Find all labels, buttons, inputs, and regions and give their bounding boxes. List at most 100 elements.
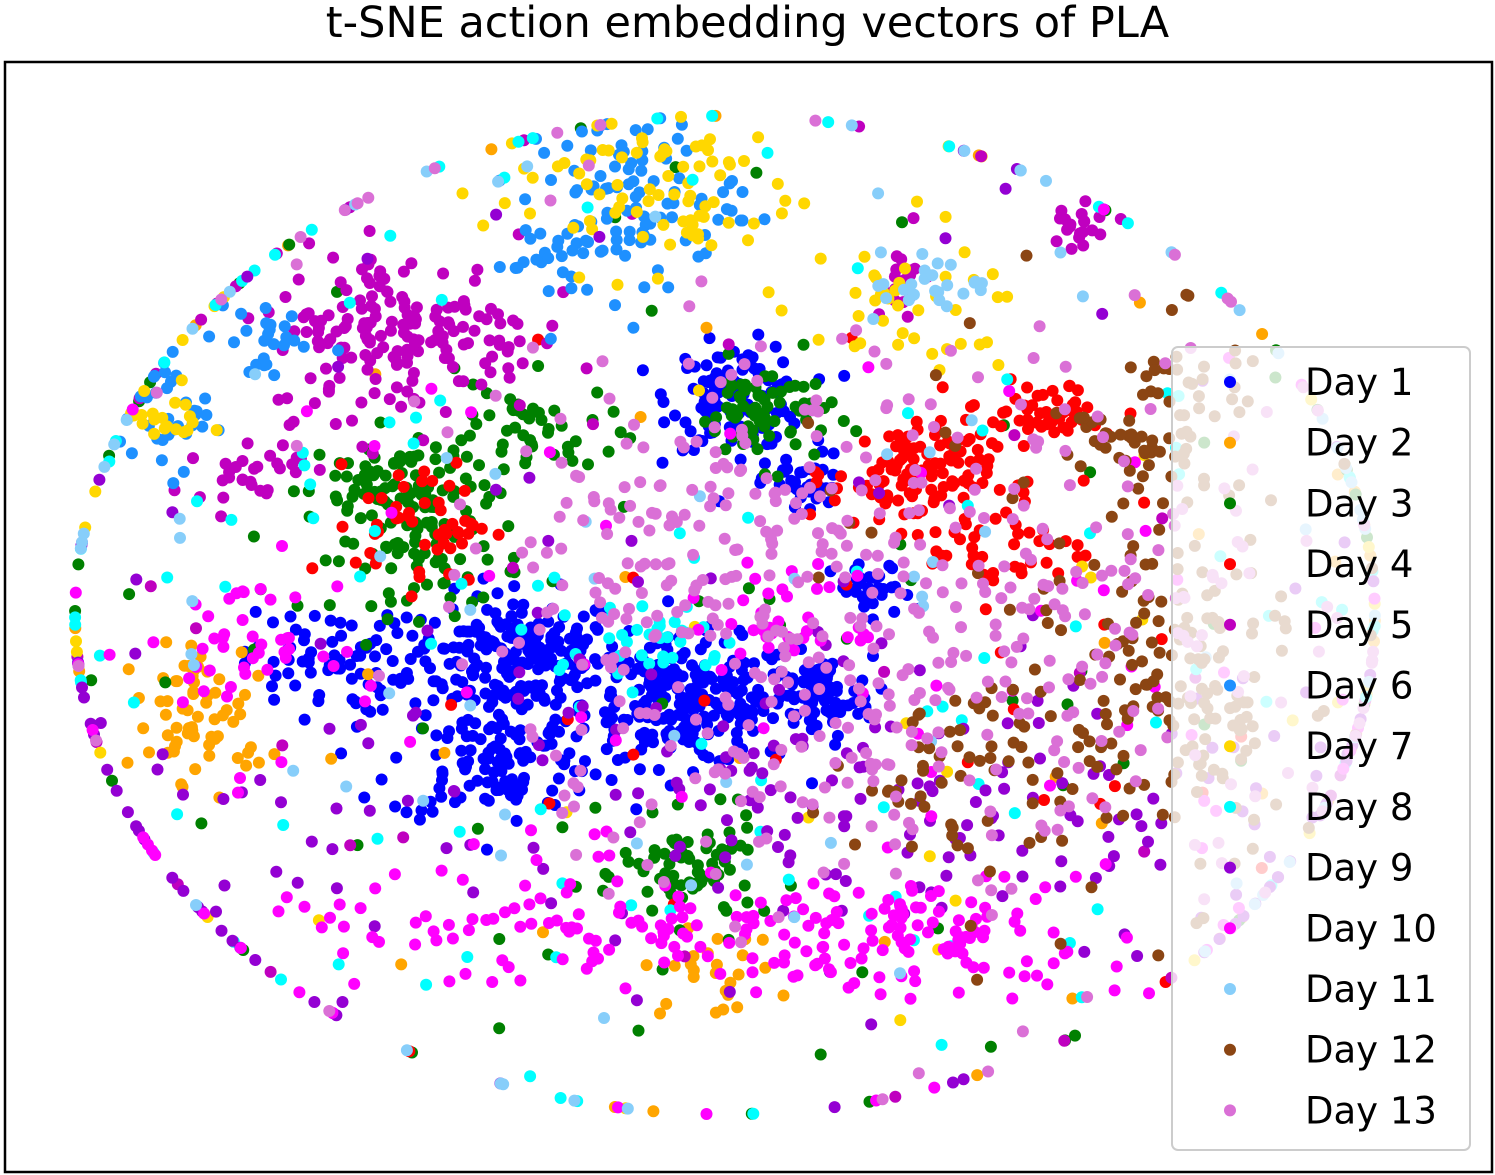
data-point [766, 537, 779, 550]
data-point [1126, 658, 1139, 671]
data-point [785, 689, 798, 702]
data-point [1021, 381, 1034, 394]
data-point [566, 454, 579, 467]
data-point [890, 459, 903, 472]
data-point [298, 713, 311, 726]
data-point [736, 429, 749, 442]
data-point [892, 338, 905, 351]
data-point [678, 508, 691, 521]
data-point [1034, 407, 1047, 420]
data-point [468, 274, 481, 287]
data-point [158, 356, 171, 369]
data-point [447, 641, 460, 654]
data-point [568, 800, 580, 813]
data-point [405, 590, 418, 603]
data-point [446, 932, 459, 945]
data-point [1050, 235, 1063, 248]
data-point [421, 624, 434, 637]
data-point [1081, 401, 1094, 414]
data-point [1081, 991, 1094, 1003]
data-point [1004, 581, 1017, 594]
data-point [363, 225, 376, 237]
data-point [684, 189, 697, 202]
data-point [760, 472, 773, 485]
data-point [624, 826, 637, 839]
data-point [563, 747, 576, 760]
data-point [337, 920, 350, 933]
data-point [1138, 444, 1151, 457]
data-point [187, 659, 200, 672]
data-point [865, 924, 878, 937]
data-point [866, 784, 878, 797]
data-point [580, 362, 593, 375]
data-point [374, 329, 387, 342]
data-point [674, 635, 687, 648]
data-point [922, 926, 934, 939]
data-point [869, 294, 882, 307]
data-point [1048, 744, 1061, 757]
data-point [363, 804, 376, 817]
data-point [738, 879, 751, 892]
data-point [384, 595, 397, 608]
data-point [974, 284, 987, 297]
data-point [625, 534, 638, 547]
data-point [746, 351, 759, 364]
data-point [923, 446, 936, 459]
data-point [1153, 445, 1166, 458]
data-point [634, 729, 647, 741]
data-point [634, 476, 647, 489]
data-point [982, 1065, 995, 1078]
data-point [921, 732, 934, 745]
data-point [775, 207, 788, 220]
data-point [535, 414, 548, 426]
data-point [513, 636, 525, 649]
data-point [281, 392, 294, 405]
data-point [973, 338, 986, 351]
data-point [440, 343, 453, 356]
data-point [446, 360, 459, 373]
data-point [461, 951, 474, 963]
data-point [945, 818, 958, 831]
data-point [1066, 783, 1079, 795]
data-point [593, 572, 605, 584]
data-point [645, 304, 658, 317]
data-point [240, 324, 253, 337]
data-point [772, 615, 785, 628]
data-point [360, 638, 373, 651]
data-point [706, 612, 719, 625]
data-point [838, 369, 851, 382]
data-point [928, 493, 941, 506]
data-point [818, 927, 831, 940]
data-point [797, 338, 810, 351]
data-point [1043, 654, 1056, 667]
data-point [853, 761, 866, 774]
data-point [185, 648, 198, 661]
data-point [471, 822, 484, 835]
data-point [775, 665, 788, 678]
legend-marker [1224, 679, 1236, 692]
data-point [276, 439, 289, 452]
data-point [238, 661, 250, 674]
data-point [471, 263, 484, 276]
data-point [641, 885, 654, 898]
data-point [908, 332, 921, 345]
data-point [905, 739, 918, 752]
data-point [108, 438, 121, 451]
data-point [550, 749, 562, 762]
data-point [704, 480, 717, 493]
data-point [1110, 763, 1123, 776]
data-point [519, 193, 532, 206]
data-point [908, 442, 920, 455]
data-point [602, 445, 615, 458]
data-point [756, 767, 769, 780]
data-point [304, 666, 317, 679]
data-point [935, 1038, 948, 1051]
data-point [1021, 692, 1033, 705]
data-point [627, 321, 640, 334]
data-point [778, 928, 791, 941]
data-point [287, 415, 300, 428]
data-point [186, 595, 199, 608]
data-point [768, 415, 781, 428]
data-point [1152, 544, 1165, 557]
data-point [279, 291, 292, 303]
